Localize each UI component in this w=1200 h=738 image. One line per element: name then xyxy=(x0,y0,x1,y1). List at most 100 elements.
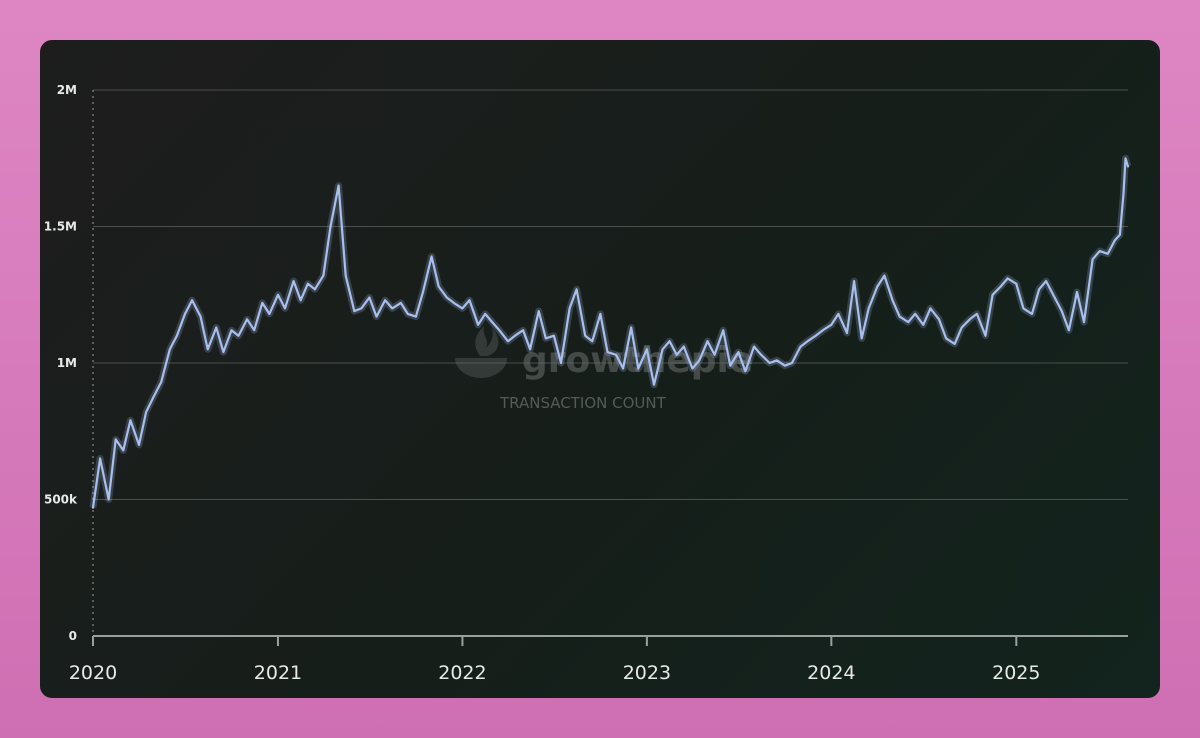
data-point xyxy=(553,334,555,337)
data-point xyxy=(514,334,516,337)
data-point xyxy=(846,332,848,334)
data-point xyxy=(114,438,117,441)
data-point xyxy=(876,285,879,288)
data-point xyxy=(991,294,994,296)
data-point xyxy=(1098,250,1101,252)
y-tick-label: 1.5M xyxy=(44,220,77,234)
data-point xyxy=(1124,157,1127,160)
series-group xyxy=(89,154,1132,509)
data-point xyxy=(1068,329,1070,332)
data-point xyxy=(791,362,793,364)
data-point xyxy=(368,296,371,299)
data-point xyxy=(907,321,909,323)
data-point xyxy=(176,334,178,337)
y-axis: 0 500k 1M 1.5M 2M xyxy=(44,83,78,643)
data-point xyxy=(230,329,233,332)
data-point xyxy=(1045,280,1047,282)
data-point xyxy=(653,384,655,386)
data-point xyxy=(507,340,509,343)
data-point xyxy=(92,506,94,509)
data-point xyxy=(837,313,840,315)
data-point xyxy=(107,498,110,501)
data-point xyxy=(706,340,709,343)
data-point xyxy=(344,274,347,277)
data-point xyxy=(453,302,455,304)
data-point xyxy=(415,315,417,318)
x-tick-label: 2023 xyxy=(623,662,671,684)
data-point xyxy=(322,274,325,277)
data-point xyxy=(261,302,264,304)
data-point xyxy=(768,362,771,364)
data-point xyxy=(292,280,295,282)
data-point xyxy=(1091,258,1094,261)
data-point xyxy=(675,354,678,356)
data-point xyxy=(984,334,987,337)
data-point xyxy=(284,307,286,310)
watermark-subtitle: TRANSACTION COUNT xyxy=(499,394,667,412)
chart-card: growthepie TRANSACTION COUNT 0 500k 1M 1.5M… xyxy=(40,40,1160,698)
data-point xyxy=(683,345,685,348)
x-tick-label: 2022 xyxy=(438,662,486,684)
data-point xyxy=(784,364,786,367)
x-axis: 2020 2021 2022 2023 2024 2025 xyxy=(69,635,1128,684)
data-point xyxy=(184,313,186,315)
data-point xyxy=(1119,233,1121,236)
data-point xyxy=(529,348,531,351)
data-point xyxy=(945,337,947,340)
line-chart: growthepie TRANSACTION COUNT 0500k1M1.5M… xyxy=(44,83,1132,684)
data-point xyxy=(1127,165,1129,168)
data-point xyxy=(391,307,394,310)
data-point xyxy=(891,299,894,302)
data-point xyxy=(491,321,494,323)
data-point xyxy=(498,329,501,332)
data-point xyxy=(668,340,671,343)
data-point xyxy=(883,274,886,277)
data-point xyxy=(160,381,162,383)
data-point xyxy=(853,280,855,282)
data-point xyxy=(215,326,218,329)
data-point xyxy=(337,184,340,187)
data-point xyxy=(314,288,316,291)
data-point xyxy=(914,313,916,315)
data-point xyxy=(637,367,640,370)
data-point xyxy=(560,362,562,364)
data-point xyxy=(698,359,701,362)
data-point xyxy=(1107,253,1109,255)
data-point xyxy=(737,351,740,353)
data-point xyxy=(461,307,464,310)
data-point xyxy=(246,318,248,321)
x-tick-label: 2021 xyxy=(254,662,302,684)
data-point xyxy=(1083,321,1085,323)
data-point xyxy=(545,337,547,340)
data-point xyxy=(169,348,171,351)
data-point xyxy=(206,348,209,351)
data-point xyxy=(129,419,132,422)
data-point xyxy=(222,351,225,353)
data-point xyxy=(630,326,632,329)
data-point xyxy=(691,367,694,370)
data-point xyxy=(760,354,762,356)
data-point xyxy=(153,395,155,397)
data-point xyxy=(822,329,824,332)
data-point xyxy=(722,329,724,332)
data-point xyxy=(729,364,732,367)
x-tick-label: 2020 xyxy=(69,662,117,684)
data-point xyxy=(615,354,617,356)
data-point xyxy=(922,324,925,326)
data-point xyxy=(713,354,716,356)
data-point xyxy=(138,444,140,446)
data-point xyxy=(446,296,448,299)
y-tick-label: 1M xyxy=(57,356,77,370)
data-point xyxy=(575,288,578,291)
data-point xyxy=(584,334,586,337)
data-point xyxy=(468,299,471,302)
data-point xyxy=(960,326,963,329)
data-point xyxy=(606,351,609,353)
data-point xyxy=(437,285,440,288)
data-point xyxy=(1076,291,1078,293)
data-point xyxy=(253,329,255,332)
data-point xyxy=(929,307,932,310)
data-point xyxy=(799,345,802,348)
data-point xyxy=(1031,313,1033,315)
data-point xyxy=(384,299,386,302)
